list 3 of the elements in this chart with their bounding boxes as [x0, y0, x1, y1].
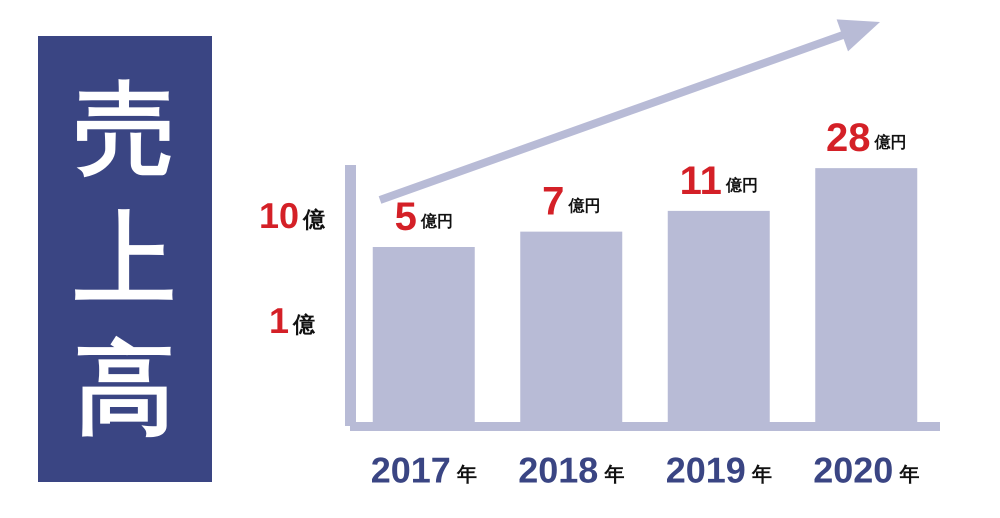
- chart-title: 売上高: [75, 73, 175, 445]
- y-tick-label: 1億: [268, 300, 316, 342]
- y-tick-label: 10億: [258, 194, 326, 236]
